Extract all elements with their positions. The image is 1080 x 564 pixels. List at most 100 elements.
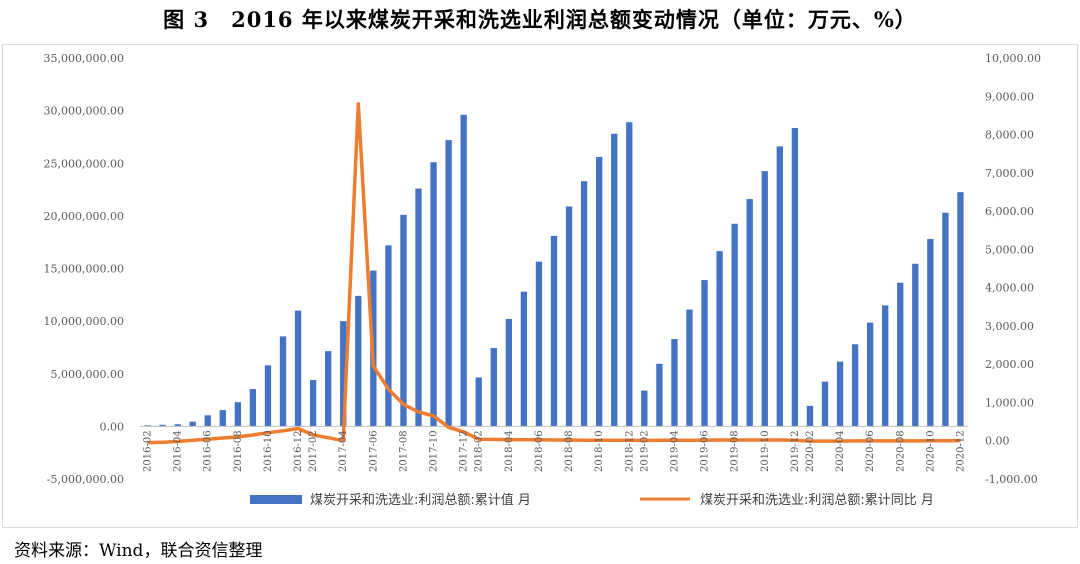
bar-2018-02 <box>475 377 482 427</box>
bar-2018-04 <box>505 319 512 427</box>
bar-2018-12 <box>626 122 633 427</box>
bar-2016-12 <box>294 310 302 427</box>
left-tick-label: 30,000,000.00 <box>44 105 124 118</box>
line-point-2016-06 <box>207 438 209 440</box>
line-point-2017-11 <box>448 426 450 428</box>
bar-2018-07 <box>550 235 558 427</box>
bar-2019-08 <box>731 223 738 427</box>
x-tick-label: 2020-12 <box>955 430 966 472</box>
line-point-2016-04 <box>177 440 179 442</box>
bar-2018-08 <box>565 206 573 427</box>
bar-2018-09 <box>580 181 588 427</box>
bar-series <box>144 114 964 427</box>
x-tick-label: 2016-04 <box>173 430 184 472</box>
right-tick-label: 5,000.00 <box>985 243 1034 256</box>
x-tick-label: 2016-08 <box>233 430 244 472</box>
line-point-2017-07 <box>387 388 389 390</box>
right-tick-label: 9,000.00 <box>985 90 1034 103</box>
bar-2020-09 <box>912 263 919 427</box>
left-tick-label: 0.00 <box>100 420 125 433</box>
bar-2020-05 <box>851 344 859 427</box>
line-point-2017-09 <box>418 411 420 413</box>
bar-2019-06 <box>701 280 708 427</box>
line-point-2020-11 <box>944 440 946 442</box>
bar-2020-07 <box>882 305 889 427</box>
line-point-2018-03 <box>493 438 495 440</box>
bar-2019-07 <box>716 251 723 427</box>
line-point-2016-07 <box>222 437 224 439</box>
right-tick-label: 0.00 <box>985 435 1010 448</box>
x-tick-label: 2019-04 <box>669 430 680 472</box>
x-tick-label: 2020-04 <box>835 430 846 472</box>
line-point-2016-09 <box>252 434 254 436</box>
x-tick-label: 2019-10 <box>760 430 771 472</box>
line-point-2020-07 <box>884 440 886 442</box>
bar-2016-04 <box>174 424 181 427</box>
bar-2016-02 <box>144 425 151 427</box>
line-point-2019-10 <box>764 439 766 441</box>
bar-2019-03 <box>656 363 663 427</box>
line-point-2018-02 <box>478 438 480 440</box>
chart-frame <box>2 44 1078 528</box>
left-tick-label: 15,000,000.00 <box>44 263 124 276</box>
chart-svg: -5,000,000.00 0.00 5,000,000.00 10,000,000.… <box>44 52 1041 508</box>
bar-2018-11 <box>611 133 618 427</box>
x-tick-label: 2019-06 <box>700 430 711 472</box>
bar-2019-09 <box>746 199 753 427</box>
bar-2020-12 <box>957 192 964 427</box>
bar-2020-06 <box>866 322 874 427</box>
line-point-2018-04 <box>508 439 510 441</box>
line-point-2020-04 <box>839 440 841 442</box>
x-tick-label: 2017-04 <box>338 430 349 472</box>
line-point-2018-10 <box>598 439 600 441</box>
bar-2016-06 <box>204 415 211 427</box>
figure-title: 图 3 2016 年以来煤炭开采和洗选业利润总额变动情况（单位：万元、%） <box>163 7 917 32</box>
x-tick-label: 2017-10 <box>429 430 440 472</box>
line-series <box>147 102 961 445</box>
bar-2019-05 <box>686 309 693 427</box>
bar-2016-09 <box>249 389 257 427</box>
line-point-2020-12 <box>959 440 961 442</box>
bar-2020-03 <box>821 381 829 427</box>
bar-2019-11 <box>776 146 783 427</box>
line-point-2020-03 <box>824 440 826 442</box>
left-tick-label: 5,000,000.00 <box>51 368 124 381</box>
bar-2016-03 <box>159 424 166 427</box>
bar-2020-04 <box>836 361 844 427</box>
bar-2017-03 <box>325 351 332 427</box>
bar-2020-10 <box>927 239 934 427</box>
left-tick-label: 35,000,000.00 <box>44 52 124 65</box>
right-y-axis: -1,000.00 0.00 1,000.00 2,000.00 3,000.00 4,0… <box>985 52 1041 486</box>
bar-2017-10 <box>430 162 437 427</box>
bar-2017-08 <box>400 214 407 427</box>
bar-2016-05 <box>189 421 196 427</box>
x-tick-label: 2018-08 <box>564 430 575 472</box>
bar-2018-03 <box>490 347 497 427</box>
line-point-2020-08 <box>899 440 901 442</box>
bar-2019-10 <box>761 171 768 427</box>
line-point-2020-10 <box>929 440 931 442</box>
right-tick-label: 1,000.00 <box>985 396 1034 409</box>
x-tick-label: 2020-08 <box>895 430 906 472</box>
bar-2017-05 <box>355 295 362 427</box>
left-tick-label: -5,000,000.00 <box>47 473 124 486</box>
line-point-2016-11 <box>282 430 284 432</box>
line-point-2017-03 <box>327 437 329 439</box>
x-tick-label: 2018-04 <box>504 430 515 472</box>
line-point-2018-11 <box>613 439 615 441</box>
x-tick-label: 2020-06 <box>865 430 876 472</box>
bar-2020-11 <box>942 212 949 427</box>
bar-2018-06 <box>535 261 543 427</box>
right-tick-label: -1,000.00 <box>985 473 1038 486</box>
x-tick-label: 2018-10 <box>594 430 605 472</box>
x-tick-label: 2019-02 <box>639 430 650 472</box>
line-point-2019-12 <box>794 439 796 441</box>
left-tick-label: 20,000,000.00 <box>44 210 124 223</box>
legend-swatch-bar <box>250 495 302 504</box>
line-point-2016-10 <box>267 432 269 434</box>
x-tick-label: 2019-08 <box>730 430 741 472</box>
line-point-2019-11 <box>779 439 781 441</box>
line-point-2016-02 <box>147 442 149 444</box>
x-tick-label: 2016-10 <box>263 430 274 472</box>
line-point-2020-06 <box>869 440 871 442</box>
